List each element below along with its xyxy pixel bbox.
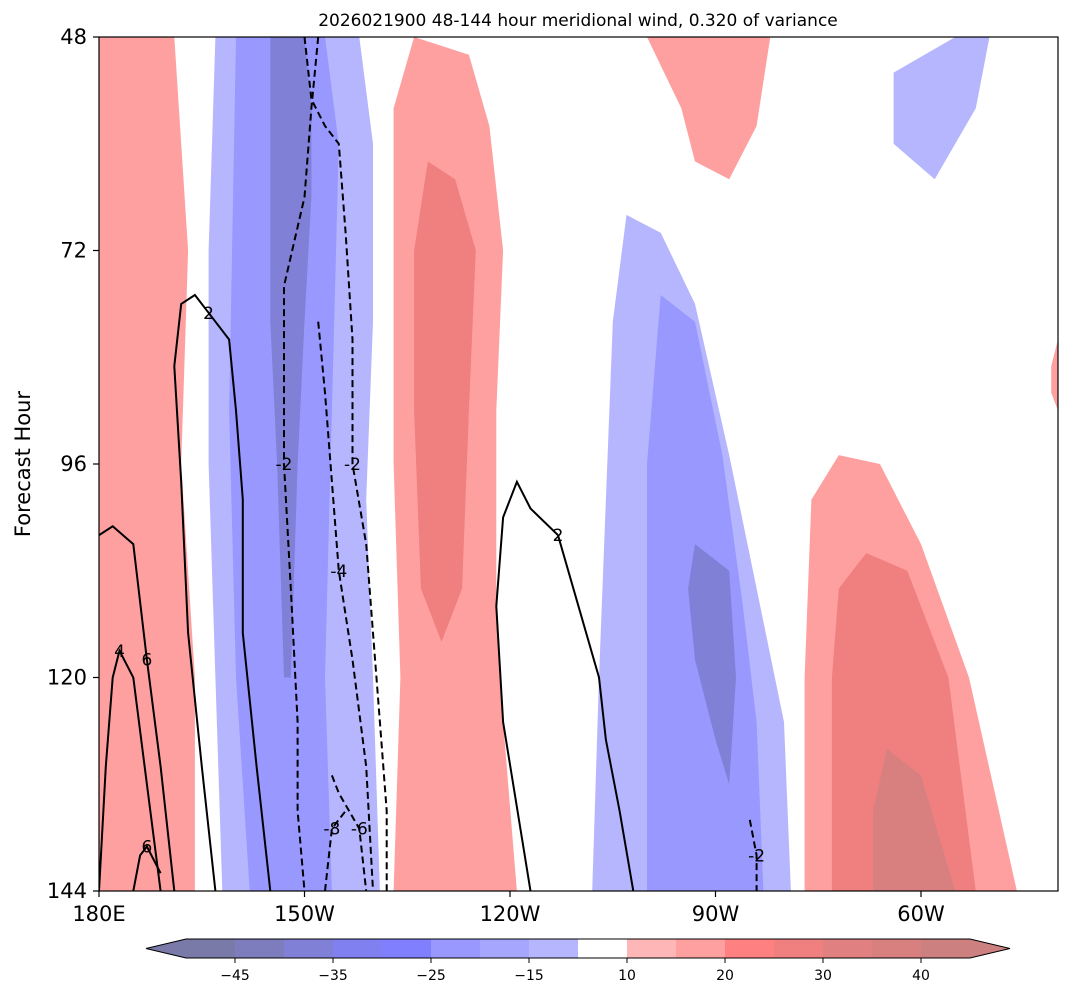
colorbar-segment-8 (578, 939, 628, 958)
contour-label-4: -8 (323, 820, 340, 840)
contour-line-2 (317, 321, 374, 891)
colorbar-segment-14 (872, 939, 922, 958)
contour-line-7 (495, 479, 635, 891)
x-axis: 180E 150W 120W 90W 60W (72, 891, 945, 926)
fill-region-8 (647, 37, 771, 180)
contour-lines (99, 37, 758, 891)
fill-region-2 (99, 37, 195, 891)
colorbar-tick-label-3: −15 (514, 968, 544, 984)
colorbar-segment-4 (382, 939, 432, 958)
colorbar-segment-1 (235, 939, 285, 958)
colorbar-tick-label-6: 30 (814, 968, 832, 984)
contour-line-8 (99, 648, 162, 891)
fill-region-5 (270, 37, 312, 678)
colorbar-segment-15 (921, 939, 971, 958)
fill-region-14 (831, 553, 976, 891)
y-axis-label: Forecast Hour (11, 391, 35, 537)
contour-label-9: 6 (141, 651, 152, 671)
contour-line-3 (330, 775, 368, 891)
colorbar-segment-12 (774, 939, 824, 958)
colorbar-segment-2 (284, 939, 334, 958)
x-tick-label-3: 90W (692, 902, 740, 926)
contour-label-7: 2 (553, 526, 564, 546)
colorbar: −45 −35 −25 −15 10 20 30 40 (145, 938, 1011, 984)
fill-region-7 (414, 161, 476, 642)
chart-title: 2026021900 48-144 hour meridional wind, … (318, 11, 838, 31)
fill-region-11 (688, 544, 736, 785)
contour-line-5 (748, 819, 758, 891)
colorbar-segment-13 (823, 939, 873, 958)
colorbar-tick-label-4: 10 (618, 968, 636, 984)
contour-label-5: -2 (748, 846, 765, 866)
contour-line-4 (324, 810, 347, 891)
y-tick-label-0: 48 (60, 25, 87, 49)
contour-label-2: -4 (330, 562, 347, 582)
fill-region-12 (893, 37, 990, 180)
colorbar-tick-label-7: 40 (912, 968, 930, 984)
contour-label-6: 2 (203, 304, 214, 324)
colorbar-segment-9 (627, 939, 677, 958)
colorbar-segment-11 (725, 939, 775, 958)
y-tick-label-4: 144 (47, 879, 87, 903)
colorbar-tick-label-5: 20 (716, 968, 734, 984)
y-tick-label-3: 120 (47, 666, 87, 690)
contour-line-0 (303, 37, 388, 891)
colorbar-tick-label-0: −45 (220, 968, 250, 984)
x-tick-label-2: 120W (480, 902, 541, 926)
colorbar-segment-0 (186, 939, 236, 958)
contour-line-1 (283, 37, 320, 891)
contour-label-0: -2 (344, 455, 361, 475)
contour-label-3: -6 (351, 820, 368, 840)
contour-label-10: 6 (141, 838, 152, 858)
filled-contours (99, 37, 1058, 891)
colorbar-segment-7 (529, 939, 579, 958)
colorbar-extend-high (970, 939, 1010, 958)
fill-region-15 (873, 748, 956, 891)
contour-line-9 (99, 525, 176, 891)
colorbar-segment-3 (333, 939, 383, 958)
colorbar-segment-10 (676, 939, 726, 958)
y-axis: 48 72 96 120 144 (47, 25, 99, 903)
fill-region-16 (1051, 339, 1058, 411)
y-tick-label-1: 72 (60, 239, 87, 263)
contour-label-8: 4 (114, 642, 125, 662)
x-tick-label-0: 180E (72, 902, 125, 926)
contour-line-6 (173, 293, 272, 891)
colorbar-tick-label-2: −25 (416, 968, 446, 984)
x-tick-label-1: 150W (274, 902, 335, 926)
colorbar-tick-label-1: −35 (318, 968, 348, 984)
y-tick-label-2: 96 (60, 452, 87, 476)
colorbar-segment-6 (480, 939, 530, 958)
contour-line-10 (132, 844, 162, 891)
contour-label-1: -2 (276, 455, 293, 475)
colorbar-outline (145, 938, 1011, 959)
colorbar-segment-5 (431, 939, 481, 958)
x-tick-label-4: 60W (897, 902, 945, 926)
colorbar-extend-low (146, 939, 186, 958)
